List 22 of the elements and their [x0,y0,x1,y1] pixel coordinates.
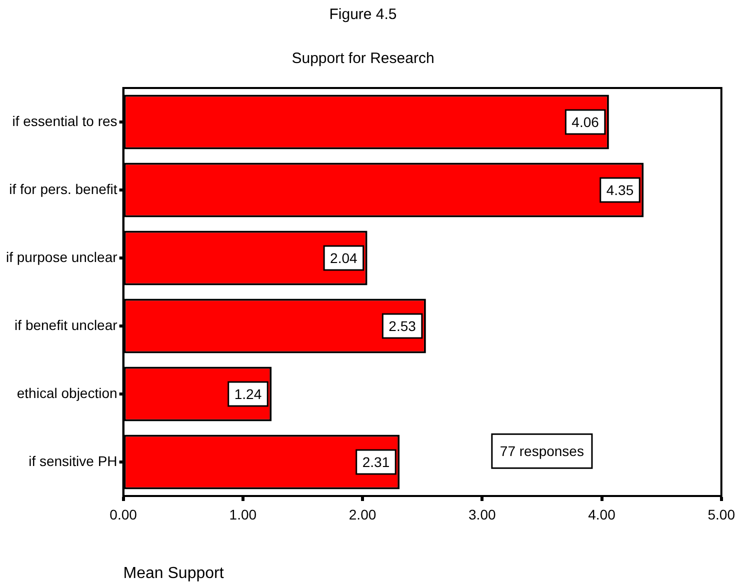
chart-subtitle: Support for Research [292,50,434,68]
x-tick-label: 0.00 [110,506,138,522]
x-tick-label: 5.00 [708,506,736,522]
x-tick-label: 2.00 [348,506,376,522]
data-label: 4.35 [606,182,634,198]
data-label: 4.06 [572,114,600,130]
data-label: 2.04 [330,250,358,266]
x-tick-label: 1.00 [229,506,257,522]
annotation: 77 responses [500,442,584,459]
y-tick-label: if sensitive PH [28,452,118,469]
y-tick-label: if purpose unclear [6,248,118,265]
y-tick-label: if benefit unclear [14,316,118,333]
x-axis-title: Mean Support [123,564,224,582]
data-label: 2.53 [388,318,416,334]
data-label: 1.24 [234,386,262,402]
x-tick-label: 3.00 [468,506,496,522]
y-tick-label: ethical objection [16,384,118,401]
data-label: 2.31 [362,454,390,470]
x-tick-label: 4.00 [588,506,616,522]
y-tick-label: if essential to res [12,112,118,129]
y-tick-label: if for pers. benefit [9,180,118,197]
chart-title: Figure 4.5 [329,6,397,24]
